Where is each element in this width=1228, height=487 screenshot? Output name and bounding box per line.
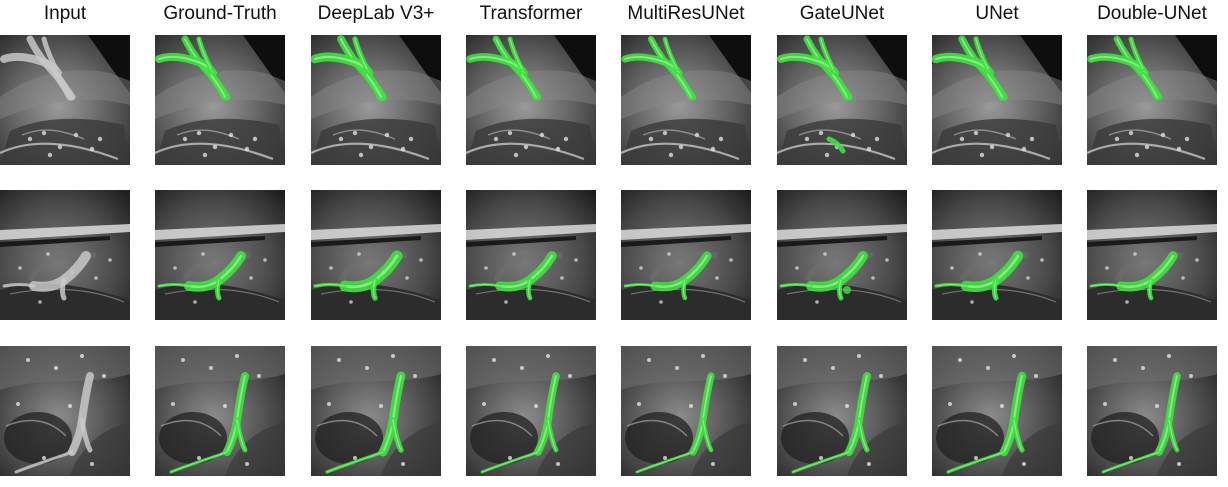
column-header-multiresunet: MultiResUNet	[627, 3, 745, 24]
image-multiresunet-row-1	[621, 35, 751, 165]
column-header-transformer: Transformer	[479, 3, 583, 24]
image-input-row-3	[0, 346, 130, 476]
image-deeplab-v3plus-row-1	[311, 35, 441, 165]
image-multiresunet-row-3	[621, 346, 751, 476]
image-gateunet-row-2	[777, 190, 907, 320]
image-ground-truth-row-1	[155, 35, 285, 165]
image-gateunet-row-1	[777, 35, 907, 165]
image-double-unet-row-3	[1087, 346, 1217, 476]
column-header-ground-truth: Ground-Truth	[163, 3, 277, 24]
column-header-gateunet: GateUNet	[799, 3, 885, 24]
image-ground-truth-row-2	[155, 190, 285, 320]
column-header-deeplab-v3plus: DeepLab V3+	[317, 3, 435, 24]
image-input-row-2	[0, 190, 130, 320]
image-unet-row-1	[932, 35, 1062, 165]
column-header-unet: UNet	[975, 3, 1019, 24]
image-double-unet-row-2	[1087, 190, 1217, 320]
image-input-row-1	[0, 35, 130, 165]
image-unet-row-2	[932, 190, 1062, 320]
image-deeplab-v3plus-row-2	[311, 190, 441, 320]
image-double-unet-row-1	[1087, 35, 1217, 165]
image-transformer-row-3	[466, 346, 596, 476]
image-transformer-row-1	[466, 35, 596, 165]
image-unet-row-3	[932, 346, 1062, 476]
column-header-double-unet: Double-UNet	[1097, 3, 1207, 24]
image-ground-truth-row-3	[155, 346, 285, 476]
column-header-input: Input	[43, 3, 87, 24]
image-multiresunet-row-2	[621, 190, 751, 320]
image-transformer-row-2	[466, 190, 596, 320]
image-gateunet-row-3	[777, 346, 907, 476]
image-deeplab-v3plus-row-3	[311, 346, 441, 476]
